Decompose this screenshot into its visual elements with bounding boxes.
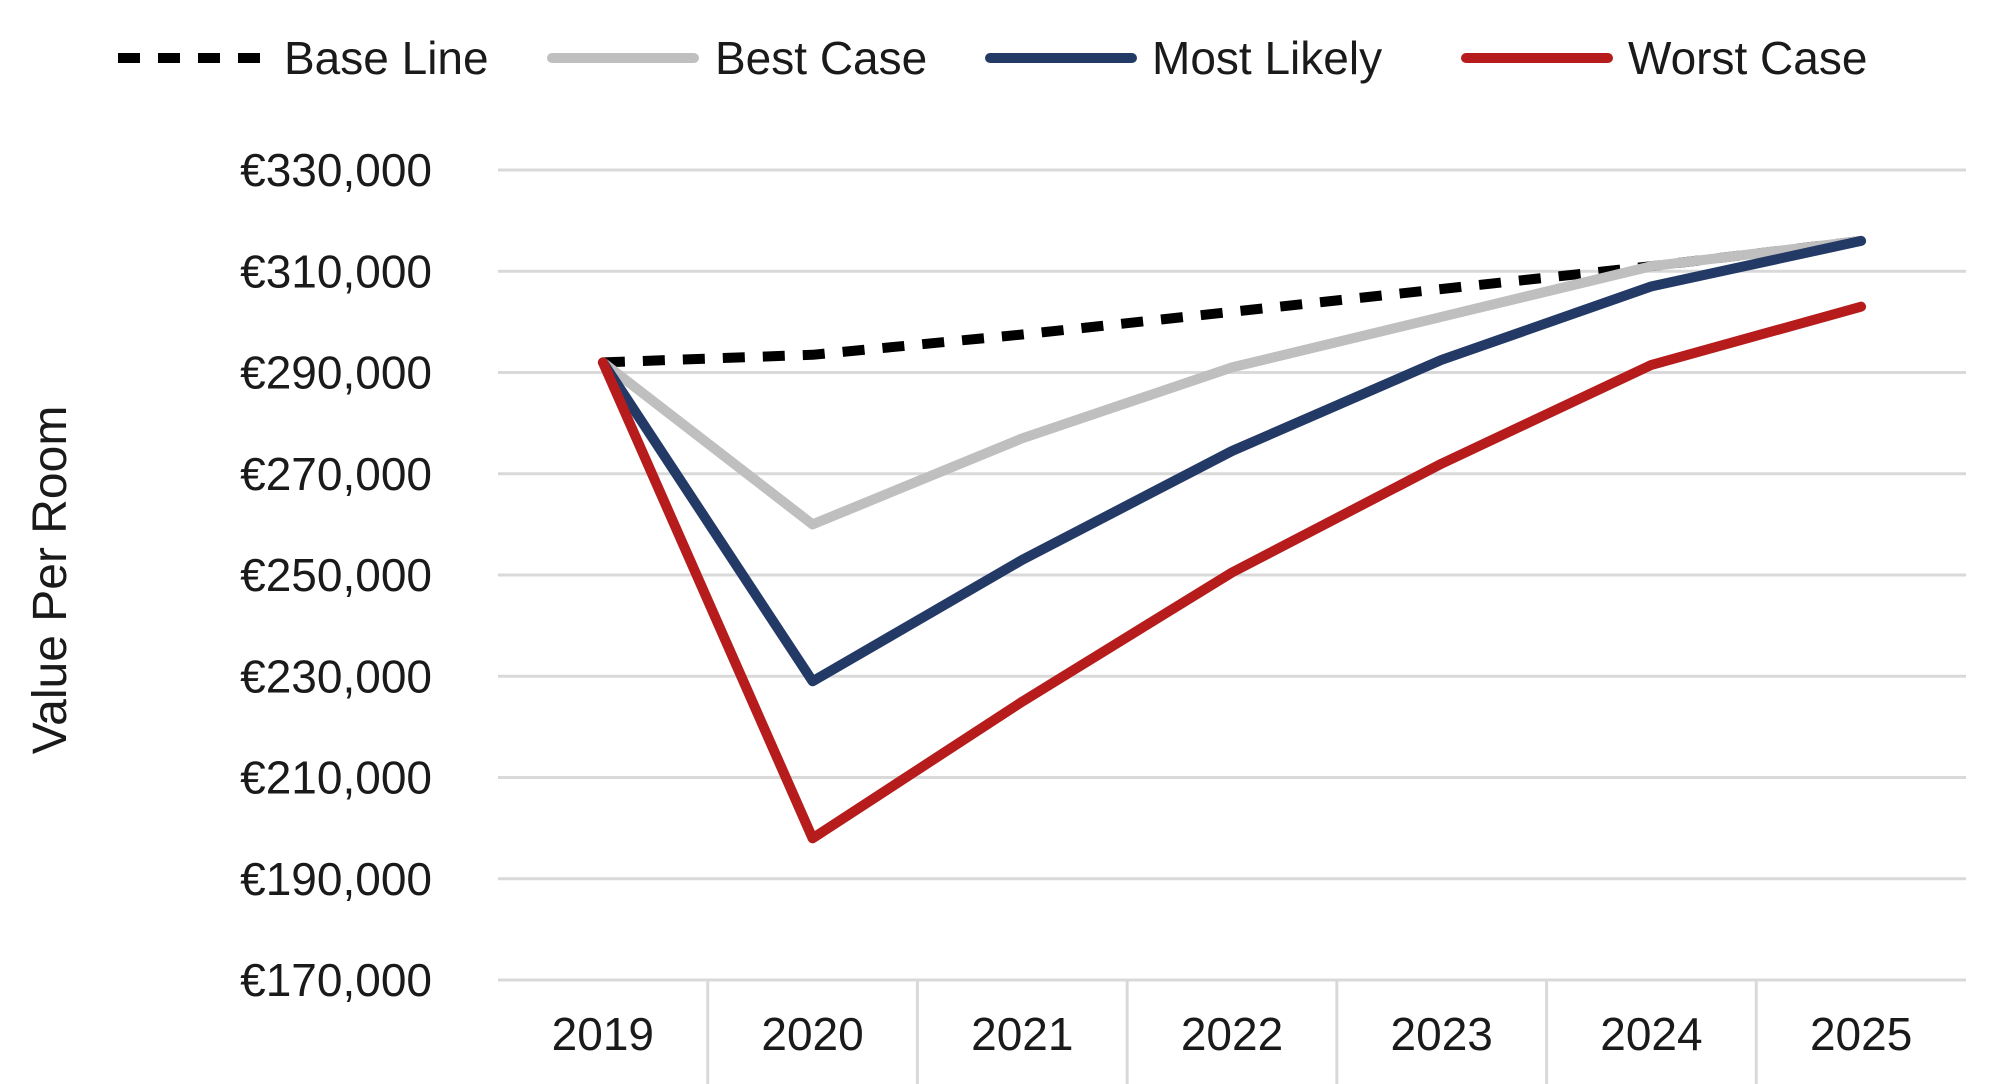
y-tick-label: €170,000 xyxy=(240,954,432,1006)
legend-item-worst-case: Worst Case xyxy=(1461,32,1867,84)
series-line-most-likely xyxy=(597,235,1867,687)
x-tick-label: 2024 xyxy=(1600,1008,1702,1060)
legend-item-base-line: Base Line xyxy=(118,32,489,84)
x-tick-label: 2021 xyxy=(971,1008,1073,1060)
y-axis-title: Value Per Room xyxy=(24,406,77,755)
y-tick-label: €290,000 xyxy=(240,347,432,399)
x-tick-label: 2025 xyxy=(1810,1008,1912,1060)
y-tick-label: €310,000 xyxy=(240,245,432,297)
y-tick-label: €250,000 xyxy=(240,549,432,601)
legend-label: Worst Case xyxy=(1628,32,1867,84)
y-axis: €170,000 €190,000 €210,000 €230,000 €250,000… xyxy=(240,144,432,1006)
legend-item-best-case: Best Case xyxy=(547,32,927,84)
gridlines xyxy=(498,168,1966,881)
y-tick-label: €330,000 xyxy=(240,144,432,196)
legend-item-most-likely: Most Likely xyxy=(985,32,1382,84)
series-lines xyxy=(597,235,1867,844)
y-tick-label: €210,000 xyxy=(240,752,432,804)
legend-label: Best Case xyxy=(715,32,927,84)
legend: Base Line Best Case Most Likely Worst Case xyxy=(118,32,1867,84)
legend-label: Most Likely xyxy=(1152,32,1382,84)
series-line-worst-case xyxy=(597,301,1867,844)
y-tick-label: €230,000 xyxy=(240,650,432,702)
y-tick-label: €190,000 xyxy=(240,853,432,905)
x-tick-label: 2020 xyxy=(761,1008,863,1060)
series-line-best-case xyxy=(597,235,1867,530)
y-tick-label: €270,000 xyxy=(240,448,432,500)
x-tick-label: 2019 xyxy=(552,1008,654,1060)
x-axis: 2019 2020 2021 2022 2023 2024 2025 xyxy=(498,978,1966,1084)
legend-label: Base Line xyxy=(284,32,489,84)
x-tick-label: 2022 xyxy=(1181,1008,1283,1060)
x-tick-label: 2023 xyxy=(1391,1008,1493,1060)
